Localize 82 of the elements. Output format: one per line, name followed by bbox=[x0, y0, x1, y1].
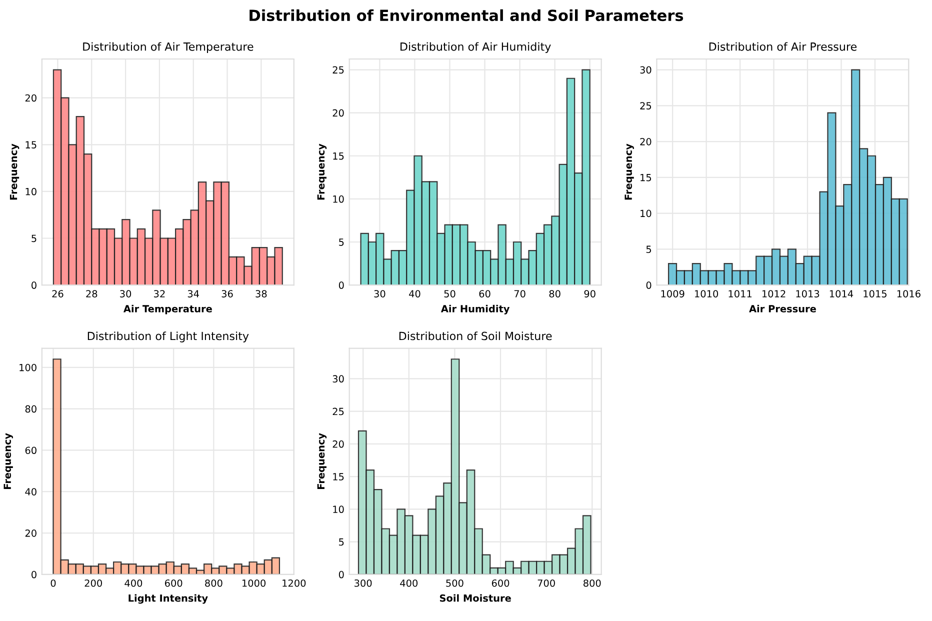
y-tick-label: 10 bbox=[640, 210, 652, 218]
y-tick-label: 0 bbox=[646, 282, 652, 289]
x-tick-label: 1014 bbox=[830, 290, 854, 298]
x-tick-label: 0 bbox=[50, 579, 56, 587]
x-tick-label: 800 bbox=[205, 579, 222, 587]
x-tick-label: 1200 bbox=[282, 579, 306, 587]
x-tick-label: 1015 bbox=[864, 290, 886, 298]
x-axis-title: Light Intensity bbox=[128, 594, 208, 604]
x-tick-label: 400 bbox=[400, 579, 418, 587]
x-axis-title: Air Temperature bbox=[123, 304, 212, 314]
x-tick-label: 1009 bbox=[661, 290, 684, 298]
y-tick-label: 20 bbox=[332, 440, 344, 448]
y-tick-label: 5 bbox=[339, 238, 344, 246]
y-tick-label: 20 bbox=[640, 138, 652, 146]
x-tick-label: 700 bbox=[538, 579, 555, 587]
x-tick-label: 600 bbox=[492, 579, 510, 587]
y-tick-label: 5 bbox=[339, 538, 344, 546]
chart-title: Distribution of Soil Moisture bbox=[399, 332, 552, 340]
x-tick-label: 60 bbox=[479, 290, 490, 298]
y-tick-label: 20 bbox=[25, 530, 36, 537]
x-tick-label: 32 bbox=[154, 290, 165, 298]
y-tick-label: 15 bbox=[333, 152, 344, 160]
x-tick-label: 26 bbox=[52, 290, 64, 298]
x-axis-title: Air Pressure bbox=[749, 304, 816, 312]
x-tick-label: 200 bbox=[84, 579, 102, 587]
x-tick-label: 1013 bbox=[796, 290, 820, 298]
x-axis-title: Air Humidity bbox=[440, 304, 510, 314]
y-tick-label: 15 bbox=[26, 141, 36, 148]
y-tick-label: 5 bbox=[646, 246, 652, 254]
x-tick-label: 80 bbox=[549, 290, 560, 298]
x-tick-label: 1012 bbox=[762, 290, 786, 298]
y-tick-label: 0 bbox=[338, 282, 344, 289]
y-axis-title: Frequency bbox=[317, 433, 327, 489]
x-tick-label: 500 bbox=[446, 579, 464, 587]
x-axis-title: Soil Moisture bbox=[440, 594, 511, 602]
x-tick-label: 90 bbox=[584, 290, 596, 298]
x-tick-label: 1010 bbox=[695, 290, 718, 298]
x-tick-label: 600 bbox=[164, 579, 182, 587]
x-tick-label: 300 bbox=[354, 579, 372, 587]
x-tick-label: 30 bbox=[374, 290, 386, 298]
y-tick-label: 15 bbox=[640, 174, 652, 182]
y-tick-label: 0 bbox=[338, 570, 344, 578]
chart-title: Distribution of Light Intensity bbox=[88, 332, 249, 342]
y-tick-label: 25 bbox=[332, 408, 344, 416]
y-tick-label: 0 bbox=[32, 282, 36, 289]
y-tick-label: 20 bbox=[332, 109, 344, 117]
x-tick-label: 40 bbox=[409, 290, 420, 298]
x-tick-label: 34 bbox=[188, 290, 199, 298]
x-tick-label: 1011 bbox=[728, 290, 752, 298]
chart-title: Distribution of Air Pressure bbox=[709, 42, 857, 51]
x-tick-label: 30 bbox=[120, 290, 132, 298]
y-tick-label: 15 bbox=[333, 473, 344, 480]
y-tick-label: 80 bbox=[25, 405, 36, 413]
y-tick-label: 10 bbox=[333, 506, 344, 514]
y-tick-label: 25 bbox=[640, 102, 652, 110]
y-tick-label: 10 bbox=[333, 195, 344, 203]
y-tick-label: 30 bbox=[332, 375, 344, 383]
x-tick-label: 38 bbox=[256, 290, 267, 298]
y-tick-label: 25 bbox=[332, 66, 344, 74]
y-tick-label: 10 bbox=[26, 188, 36, 196]
y-tick-label: 5 bbox=[32, 234, 36, 242]
y-tick-label: 100 bbox=[20, 364, 36, 372]
y-axis-title: Frequency bbox=[317, 144, 327, 200]
y-tick-label: 20 bbox=[25, 94, 36, 102]
x-tick-label: 1016 bbox=[897, 290, 920, 298]
chart-title: Distribution of Air Humidity bbox=[400, 42, 551, 53]
x-tick-label: 800 bbox=[584, 579, 601, 587]
x-tick-label: 50 bbox=[444, 290, 456, 298]
y-tick-label: 30 bbox=[640, 66, 652, 74]
x-tick-label: 70 bbox=[514, 290, 526, 298]
x-tick-label: 1000 bbox=[242, 579, 266, 587]
y-tick-label: 60 bbox=[25, 446, 36, 454]
y-tick-label: 40 bbox=[25, 488, 36, 496]
x-tick-label: 28 bbox=[86, 290, 98, 298]
x-tick-label: 400 bbox=[124, 579, 142, 587]
text: Distribution of Environmental and Soil Parameters bbox=[250, 9, 684, 22]
y-tick-label: 0 bbox=[32, 570, 36, 578]
y-axis-title: Frequency bbox=[10, 144, 20, 200]
y-axis-title: Frequency bbox=[4, 433, 13, 489]
chart-title: Distribution of Air Temperature bbox=[83, 42, 254, 53]
x-tick-label: 36 bbox=[222, 290, 233, 298]
y-axis-title: Frequency bbox=[624, 144, 634, 200]
